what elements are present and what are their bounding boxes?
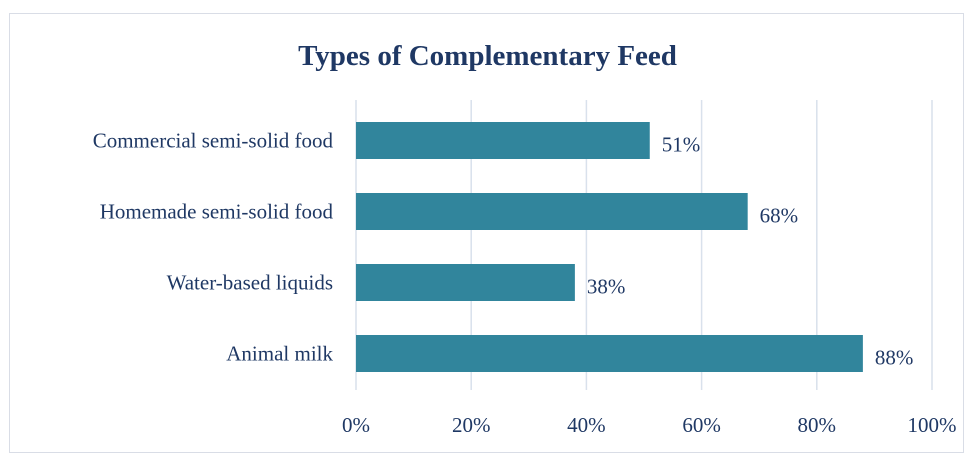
category-label: Commercial semi-solid food xyxy=(93,129,334,153)
chart-frame xyxy=(9,13,964,453)
bar xyxy=(356,264,575,301)
value-labels: 51% 68% 38% 88% xyxy=(587,133,914,370)
category-labels: Commercial semi-solid food Homemade semi-… xyxy=(93,129,334,366)
bars xyxy=(356,122,863,372)
value-label: 68% xyxy=(760,204,799,228)
value-label: 51% xyxy=(662,133,701,157)
chart-title: Types of Complementary Feed xyxy=(298,40,677,72)
category-label: Animal milk xyxy=(226,342,333,366)
value-label: 38% xyxy=(587,275,626,299)
x-tick-label: 20% xyxy=(452,413,491,437)
bar xyxy=(356,193,748,230)
category-label: Homemade semi-solid food xyxy=(100,200,334,224)
x-tick-label: 0% xyxy=(342,413,370,437)
value-label: 88% xyxy=(875,346,914,370)
x-tick-label: 40% xyxy=(567,413,606,437)
category-label: Water-based liquids xyxy=(167,271,333,295)
bar xyxy=(356,122,650,159)
x-tick-label: 60% xyxy=(682,413,721,437)
x-tick-label: 100% xyxy=(908,413,957,437)
x-axis-ticks: 0% 20% 40% 60% 80% 100% xyxy=(342,413,957,437)
x-tick-label: 80% xyxy=(798,413,837,437)
bar xyxy=(356,335,863,372)
